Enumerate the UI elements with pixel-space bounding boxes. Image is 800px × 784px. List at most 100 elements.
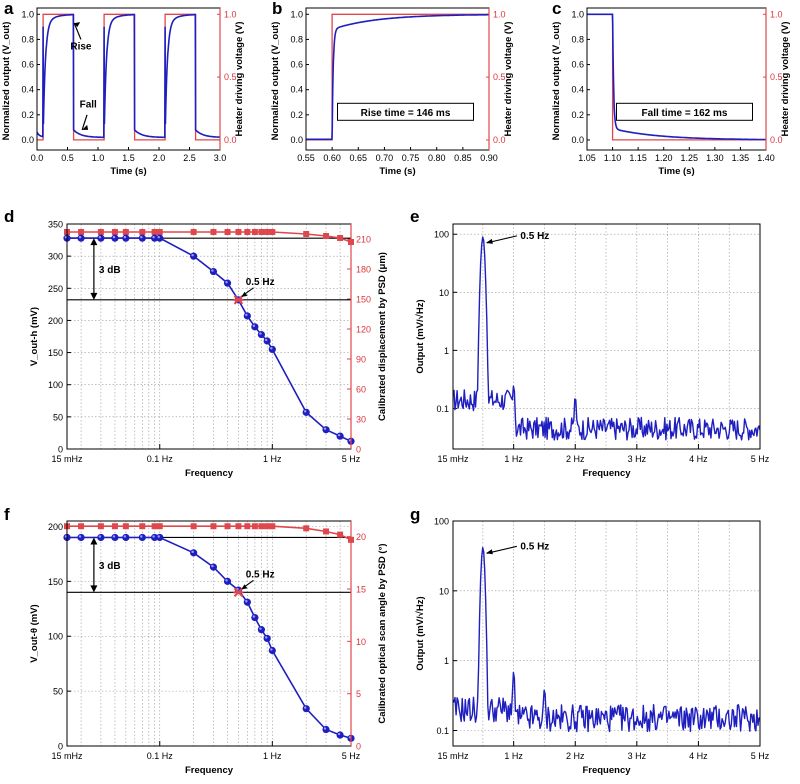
y-tick-label: 0.8 [21, 34, 34, 44]
annotation-box [337, 102, 474, 121]
vout-point [243, 312, 251, 320]
vout-point-highlight [270, 648, 273, 651]
x-tick-label: 4 Hz [689, 751, 708, 761]
vout-point [209, 267, 218, 276]
x-tick-label: 5 Hz [751, 751, 770, 761]
y-tick-label: 1.0 [571, 9, 584, 19]
vout-point [77, 234, 85, 242]
x-tick-label: 2.0 [153, 153, 166, 163]
y-tick-label: 0.0 [290, 135, 303, 145]
y-tick-label: 0.2 [290, 110, 303, 120]
calibrated-point [244, 523, 251, 530]
x-tick-label: 1 Hz [263, 454, 282, 464]
calibrated-point [139, 523, 146, 530]
vout-point-highlight [245, 313, 248, 317]
vout-point [251, 613, 259, 622]
vout-point-highlight [112, 535, 116, 538]
x-axis-title: Time (s) [658, 166, 694, 177]
y-tick-label: 0.1 [436, 404, 449, 414]
calibrated-point [264, 229, 271, 235]
y-tick-label: 350 [48, 220, 63, 230]
plot-frame [36, 7, 221, 151]
calibrated-point [97, 229, 104, 235]
x-tick-label: 1 Hz [504, 454, 523, 464]
cutoff-arrowhead [241, 584, 248, 590]
x-tick-label: 5 Hz [342, 454, 361, 464]
panel-e: e 0.1 1 10 100 15 mHz 1 Hz 2 Hz 3 Hz 4 Hz 5 Hz 0.5 … [410, 207, 770, 479]
y-tick-label: 50 [53, 687, 63, 697]
y-tick-label: 200 [48, 522, 63, 532]
y2-tick-label: 5 [356, 689, 361, 699]
x-tick-label: 0.85 [454, 153, 472, 163]
x-axis-title: Frequency [185, 765, 234, 776]
y-tick-label: 0.2 [21, 110, 34, 120]
x-tick-label: 1.25 [681, 153, 699, 163]
y-tick-label: 1.0 [21, 9, 34, 19]
x-tick-label: 15 mHz [437, 751, 469, 761]
vout-point [322, 725, 330, 734]
annotation-fall: Fall [80, 99, 97, 110]
calibrated-point [139, 229, 146, 235]
y-tick-label: 1 [444, 346, 449, 356]
vout-point [122, 533, 130, 542]
vout-point-highlight [252, 615, 256, 618]
db-arrowhead-up [90, 238, 98, 246]
panel-f: f 0 50 100 150 200 0 5 10 15 20 15 mHz 0.1 Hz 1 Hz 5 H… [4, 505, 388, 776]
y-tick-label: 0.4 [571, 85, 584, 95]
output-line [587, 13, 766, 141]
vout-point [111, 234, 119, 242]
spectrum-line [452, 236, 761, 441]
y2-tick-label: 0 [356, 445, 361, 455]
vout-point [302, 408, 310, 416]
y-tick-label: 0.6 [21, 60, 34, 70]
y2-tick-label: 1.0 [224, 9, 237, 19]
panel-letter-d: d [4, 207, 14, 226]
panel-d: d 0 50 100 150 200 250 300 350 0 30 60 90 120 150 180 21… [4, 207, 388, 479]
y-tick-label: 100 [434, 230, 449, 240]
y-axis-title-right: Calibrated displacement by PSD (μm) [377, 252, 388, 421]
y-tick-label: 200 [48, 316, 63, 326]
y-tick-label: 150 [48, 348, 63, 358]
panel-letter-b: b [272, 0, 282, 18]
x-tick-label: 1.20 [655, 153, 673, 163]
vout-point-highlight [211, 564, 214, 568]
calibrated-point [258, 229, 265, 235]
x-axis-title: Frequency [582, 468, 631, 479]
y-tick-label: 0.2 [571, 110, 584, 120]
calibrated-point [210, 229, 217, 235]
calibrated-point [224, 229, 231, 235]
calibrated-point [269, 229, 276, 235]
vout-point-highlight [323, 727, 327, 730]
panel-b: b 0.0 0.2 0.4 0.6 0.8 1.0 0.0 0.5 1.0 0.55 0.60 0.65… [270, 0, 514, 177]
panel-letter-c: c [552, 0, 561, 18]
calibrated-point [111, 523, 118, 530]
panel-letter-a: a [4, 0, 14, 18]
y-axis-title: Output (mV/√Hz) [415, 596, 426, 670]
vout-point-highlight [225, 280, 228, 284]
vout-point [322, 426, 330, 434]
panel-g: g 0.1 1 10 100 15 mHz 1 Hz 2 Hz 3 Hz 4 Hz 5 Hz 0.5 … [410, 505, 770, 776]
y2-tick-label: 0.0 [493, 135, 506, 145]
cutoff-arrowhead [241, 291, 248, 297]
calibrated-point [235, 229, 242, 235]
y-axis-title-left: V_out-h (mV) [29, 307, 40, 366]
vout-point-highlight [337, 732, 341, 736]
x-tick-label: 1 Hz [504, 751, 523, 761]
x-axis-title: Frequency [582, 765, 631, 776]
x-tick-label: 3 Hz [628, 454, 647, 464]
vout-point [209, 563, 218, 571]
panel-c: c 0.0 0.2 0.4 0.6 0.8 1.0 0.0 0.5 1.0 1.05 1.10 1.15… [551, 0, 791, 177]
cutoff-label: 0.5 Hz [246, 569, 275, 580]
vout-point-highlight [152, 535, 155, 538]
y-axis-title-left: Normalized output (V_out) [270, 22, 281, 141]
vout-point-highlight [304, 410, 307, 413]
x-tick-label: 2.5 [183, 153, 196, 163]
y2-tick-label: 1.0 [770, 9, 783, 19]
x-tick-label: 0.60 [323, 153, 341, 163]
vout-point-highlight [140, 535, 143, 538]
vout-point-highlight [112, 235, 116, 239]
vout-point-highlight [157, 535, 160, 538]
vout-point [156, 234, 164, 242]
y2-tick-label: 10 [356, 637, 366, 647]
